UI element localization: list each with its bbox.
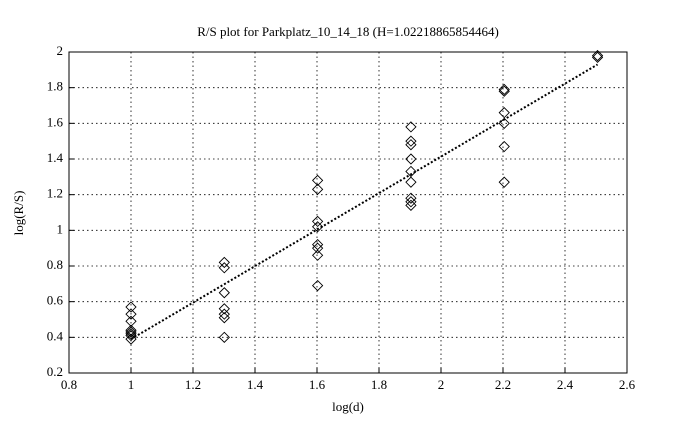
point xyxy=(405,196,417,208)
point xyxy=(405,135,417,147)
point xyxy=(125,308,137,320)
x-axis-label: log(d) xyxy=(332,399,364,414)
y-tick-label: 2 xyxy=(57,43,64,58)
x-tick-label: 2 xyxy=(438,377,445,392)
point xyxy=(218,256,230,269)
point xyxy=(125,326,137,338)
y-tick-label: 0.4 xyxy=(47,328,64,343)
point xyxy=(218,287,230,299)
point xyxy=(311,242,324,254)
point xyxy=(311,221,324,233)
point xyxy=(405,139,417,151)
y-tick-label: 0.8 xyxy=(47,257,63,272)
point xyxy=(405,153,417,165)
point xyxy=(311,238,324,251)
point xyxy=(125,315,137,327)
fit-line xyxy=(130,63,599,340)
point xyxy=(125,329,137,342)
y-tick-label: 0.2 xyxy=(47,364,63,379)
y-tick-label: 1.2 xyxy=(47,186,63,201)
point xyxy=(218,331,230,343)
point xyxy=(498,140,510,153)
y-tick-label: 1.6 xyxy=(47,114,64,129)
x-tick-label: 1.2 xyxy=(185,377,201,392)
point xyxy=(218,308,230,320)
point xyxy=(405,199,417,212)
point xyxy=(218,262,230,274)
y-tick-label: 1 xyxy=(57,221,64,236)
point xyxy=(125,301,137,313)
point xyxy=(125,333,137,345)
point xyxy=(591,49,604,62)
x-tick-label: 2.4 xyxy=(557,377,574,392)
point xyxy=(218,312,230,324)
point xyxy=(405,121,417,133)
point xyxy=(311,183,324,195)
y-tick-label: 1.4 xyxy=(47,150,64,165)
point xyxy=(311,279,324,292)
point xyxy=(498,106,510,119)
x-tick-label: 1.4 xyxy=(247,377,264,392)
x-tick-label: 1.8 xyxy=(371,377,387,392)
point xyxy=(405,176,417,188)
point xyxy=(405,192,417,204)
point xyxy=(498,83,510,96)
point xyxy=(311,249,324,261)
x-tick-label: 2.6 xyxy=(619,377,636,392)
y-tick-label: 1.8 xyxy=(47,79,63,94)
chart-title: R/S plot for Parkplatz_10_14_18 (H=1.022… xyxy=(197,24,499,39)
point xyxy=(591,51,604,63)
point xyxy=(498,176,510,188)
point xyxy=(125,324,137,336)
x-tick-label: 2.2 xyxy=(495,377,511,392)
point xyxy=(311,215,324,228)
x-tick-label: 1.6 xyxy=(309,377,326,392)
point xyxy=(311,174,324,187)
point xyxy=(218,303,230,315)
point xyxy=(498,85,510,97)
x-tick-label: 1 xyxy=(128,377,135,392)
y-axis-label: log(R/S) xyxy=(11,191,26,236)
point xyxy=(405,165,417,178)
plot-frame xyxy=(68,51,628,374)
x-tick-label: 0.8 xyxy=(61,377,77,392)
y-tick-label: 0.6 xyxy=(47,293,64,308)
